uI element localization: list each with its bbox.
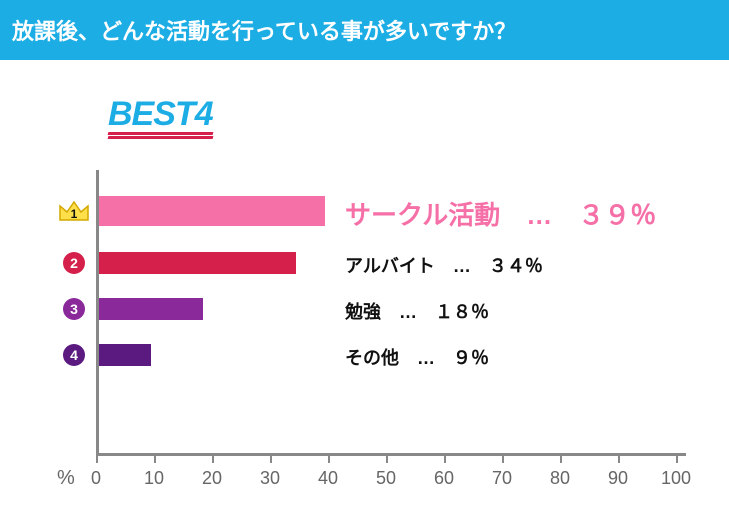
chart-row-3: 3 勉強 … １８％ [55,298,695,320]
x-tick-label: 50 [376,468,396,489]
chart-row-1: 1 サークル活動 … ３９％ [55,196,695,226]
x-tick-label: 100 [661,468,691,489]
percent-symbol: % [57,467,75,490]
rank-2-icon: 2 [55,252,93,274]
header-title: 放課後、どんな活動を行っている事が多いですか？ [12,19,516,44]
rank-4-icon: 4 [55,344,93,366]
rank-4-circle: 4 [63,344,85,366]
row-3-label: 勉強 … １８％ [345,298,489,324]
x-axis [96,453,686,456]
header-bar: 放課後、どんな活動を行っている事が多いですか？ [0,0,729,60]
best-number: 4 [195,95,213,133]
best-text: BEST4 [108,95,213,134]
bar-3 [99,298,203,320]
x-tick-label: 40 [318,468,338,489]
bar-4 [99,344,151,366]
x-tick-label: 0 [91,468,101,489]
x-tick-label: 20 [202,468,222,489]
best4-badge: BEST4 [108,95,213,140]
row-1-label: サークル活動 … ３９％ [345,195,656,232]
rank-3-circle: 3 [63,298,85,320]
x-tick-label: 60 [434,468,454,489]
bar-2 [99,252,296,274]
chart-row-4: 4 その他 … ９％ [55,344,695,366]
x-tick-label: 90 [608,468,628,489]
row-2-label: アルバイト … ３４％ [345,252,543,278]
rank-2-circle: 2 [63,252,85,274]
rank-1-crown-icon: 1 [55,198,93,224]
x-tick-label: 80 [550,468,570,489]
best-prefix: BEST [108,95,195,133]
x-tick-label: 70 [492,468,512,489]
best-underline [108,132,213,140]
bar-1 [99,196,325,226]
x-tick-label: 10 [144,468,164,489]
chart-row-2: 2 アルバイト … ３４％ [55,252,695,274]
svg-text:1: 1 [71,207,78,221]
bar-chart: % 0102030405060708090100 1 サークル活動 … ３９％ … [55,170,695,500]
x-tick-label: 30 [260,468,280,489]
rank-3-icon: 3 [55,298,93,320]
row-4-label: その他 … ９％ [345,344,489,370]
